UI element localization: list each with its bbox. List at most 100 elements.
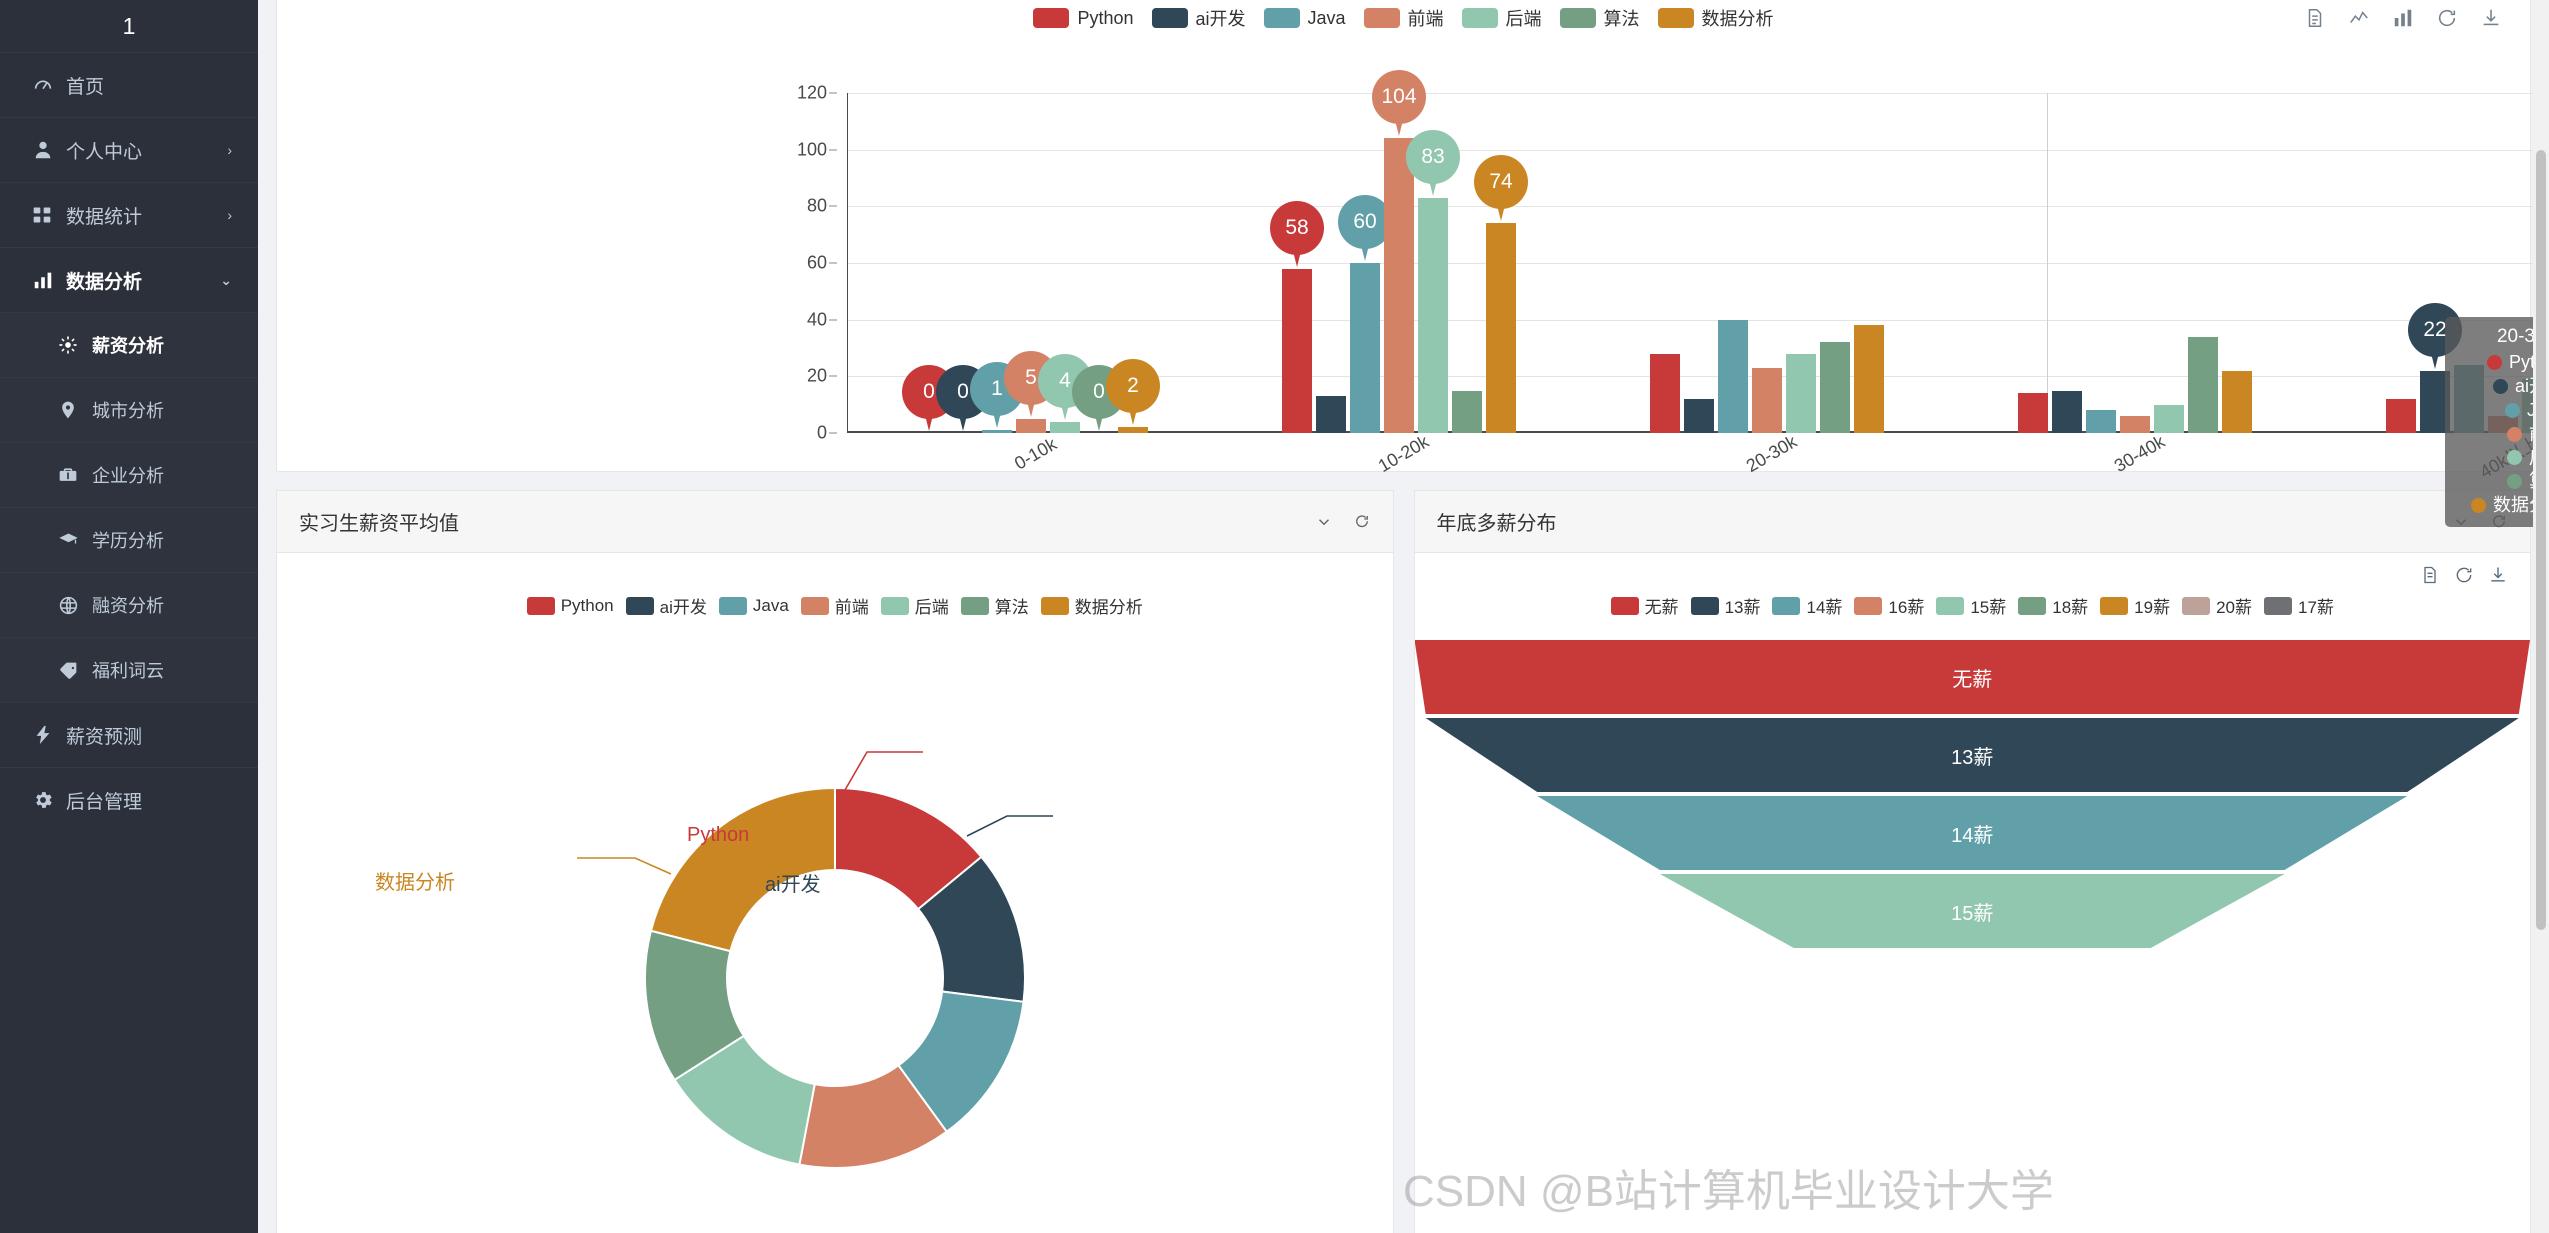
bar-算法[interactable] bbox=[1452, 390, 1482, 433]
legend-label: 后端 bbox=[1505, 9, 1542, 29]
bar-group[interactable] bbox=[1951, 93, 2319, 433]
legend-item-ai开发[interactable]: ai开发 bbox=[1151, 5, 1246, 31]
legend-item-Java[interactable]: Java bbox=[718, 596, 789, 616]
sidebar-item-profile[interactable]: 个人中心 › bbox=[0, 117, 258, 182]
legend-item-15薪[interactable]: 15薪 bbox=[1936, 593, 2006, 618]
data-view-icon[interactable] bbox=[2304, 7, 2326, 29]
sidebar-item-analysis[interactable]: 数据分析 ⌄ bbox=[0, 247, 258, 312]
legend-item-数据分析[interactable]: 数据分析 bbox=[1040, 593, 1143, 618]
legend-item-Java[interactable]: Java bbox=[1263, 8, 1346, 29]
legend-swatch-icon bbox=[1263, 8, 1300, 28]
legend-item-19薪[interactable]: 19薪 bbox=[2100, 593, 2170, 618]
bar-Java[interactable] bbox=[1718, 319, 1748, 433]
legend-swatch-icon bbox=[1657, 8, 1694, 28]
bar-数据分析[interactable]: 2 bbox=[1106, 359, 1160, 433]
panel-header: 年底多薪分布 bbox=[1414, 491, 2530, 553]
bar-后端[interactable]: 83 bbox=[1406, 129, 1460, 433]
data-view-icon[interactable] bbox=[2420, 565, 2440, 585]
legend-label: 算法 bbox=[994, 598, 1029, 617]
legend-swatch-icon bbox=[1461, 8, 1498, 28]
restore-icon[interactable] bbox=[2436, 7, 2458, 29]
bar-Python[interactable]: 58 bbox=[1270, 200, 1324, 433]
user-icon bbox=[32, 139, 66, 161]
tooltip-series-dot-icon bbox=[2504, 402, 2520, 418]
legend-item-17薪[interactable]: 17薪 bbox=[2264, 593, 2334, 618]
funnel-stage-无薪[interactable]: 无薪 bbox=[1414, 640, 2530, 714]
legend-swatch-icon bbox=[718, 596, 747, 615]
bar-ai开发[interactable] bbox=[2052, 390, 2082, 433]
legend-item-Python[interactable]: Python bbox=[1033, 8, 1134, 29]
funnel-stage-15薪[interactable]: 15薪 bbox=[1659, 874, 2285, 948]
legend-item-18薪[interactable]: 18薪 bbox=[2018, 593, 2088, 618]
legend-item-前端[interactable]: 前端 bbox=[800, 593, 869, 618]
refresh-icon[interactable] bbox=[1353, 513, 1371, 531]
page-scrollbar[interactable] bbox=[2533, 0, 2549, 1233]
bar-Java[interactable] bbox=[2086, 410, 2116, 433]
legend-item-算法[interactable]: 算法 bbox=[1559, 5, 1640, 31]
line-switch-icon[interactable] bbox=[2348, 7, 2370, 29]
legend-item-无薪[interactable]: 无薪 bbox=[1610, 593, 1679, 618]
donut-callout-ai: ai开发 bbox=[765, 874, 821, 896]
bar-group[interactable] bbox=[1583, 93, 1951, 433]
bar-Python[interactable] bbox=[2386, 399, 2416, 433]
bar-Java[interactable]: 60 bbox=[1338, 195, 1392, 433]
sidebar-item-statistics[interactable]: 数据统计 › bbox=[0, 182, 258, 247]
sidebar-item-admin[interactable]: 后台管理 bbox=[0, 767, 258, 832]
bar-前端[interactable] bbox=[2120, 416, 2150, 433]
legend-item-16薪[interactable]: 16薪 bbox=[1854, 593, 1924, 618]
bar-Java[interactable]: 1 bbox=[970, 362, 1024, 433]
sidebar-item-financing-analysis[interactable]: 融资分析 bbox=[0, 572, 258, 637]
legend-item-数据分析[interactable]: 数据分析 bbox=[1657, 5, 1774, 31]
scrollbar-thumb[interactable] bbox=[2536, 150, 2546, 930]
grid-icon bbox=[32, 205, 66, 225]
bar-数据分析[interactable] bbox=[2222, 370, 2252, 433]
sidebar-item-company-analysis[interactable]: 企业分析 bbox=[0, 442, 258, 507]
legend-item-后端[interactable]: 后端 bbox=[880, 593, 949, 618]
bar-前端[interactable]: 104 bbox=[1372, 70, 1426, 433]
bar-数据分析[interactable]: 74 bbox=[1474, 155, 1528, 433]
donut-callout-python: Python bbox=[687, 824, 750, 846]
sidebar-item-welfare-wordcloud[interactable]: 福利词云 bbox=[0, 637, 258, 702]
sidebar-item-city-analysis[interactable]: 城市分析 bbox=[0, 377, 258, 442]
legend-item-算法[interactable]: 算法 bbox=[960, 593, 1029, 618]
gridline bbox=[847, 263, 2549, 264]
sidebar-item-salary-prediction[interactable]: 薪资预测 bbox=[0, 702, 258, 767]
chevron-down-icon[interactable] bbox=[1315, 513, 1333, 531]
download-icon[interactable] bbox=[2488, 565, 2508, 585]
y-axis-tick-label: 20 bbox=[806, 365, 827, 386]
funnel-stage-13薪[interactable]: 13薪 bbox=[1425, 718, 2519, 792]
legend-item-Python[interactable]: Python bbox=[526, 596, 614, 616]
legend-item-13薪[interactable]: 13薪 bbox=[1690, 593, 1760, 618]
bar-后端[interactable] bbox=[2154, 404, 2184, 433]
bar-算法[interactable] bbox=[2188, 336, 2218, 433]
legend-item-20薪[interactable]: 20薪 bbox=[2182, 593, 2252, 618]
bar-groups: 0015402586010483742286 bbox=[847, 70, 2549, 433]
bar-后端[interactable] bbox=[1786, 353, 1816, 433]
funnel-stage-14薪[interactable]: 14薪 bbox=[1537, 796, 2408, 870]
legend-item-14薪[interactable]: 14薪 bbox=[1772, 593, 1842, 618]
legend-item-后端[interactable]: 后端 bbox=[1461, 5, 1542, 31]
sidebar-item-education-analysis[interactable]: 学历分析 bbox=[0, 507, 258, 572]
bar-ai开发[interactable] bbox=[1684, 399, 1714, 433]
bar-Python[interactable] bbox=[1650, 353, 1680, 433]
bar-数据分析[interactable] bbox=[1854, 325, 1884, 433]
donut-slice-数据分析[interactable] bbox=[649, 786, 836, 953]
sidebar-item-home[interactable]: 首页 bbox=[0, 52, 258, 117]
bar-switch-icon[interactable] bbox=[2392, 7, 2414, 29]
restore-icon[interactable] bbox=[2454, 565, 2474, 585]
location-pin-icon bbox=[58, 400, 92, 420]
bar-Python[interactable] bbox=[2018, 393, 2048, 433]
value-marker-pin: 74 bbox=[1474, 155, 1528, 223]
sidebar-item-salary-analysis[interactable]: 薪资分析 bbox=[0, 312, 258, 377]
bar-前端[interactable] bbox=[1752, 367, 1782, 433]
download-icon[interactable] bbox=[2480, 7, 2502, 29]
bar-group[interactable]: 58 60 104 83 74 bbox=[1215, 70, 1583, 433]
panel-body: 无薪 13薪 14薪 16薪 15薪 18薪 19薪 20薪 17薪 无薪 13薪 14薪 15薪 bbox=[1414, 553, 2530, 1233]
bar-ai开发[interactable] bbox=[1316, 396, 1346, 433]
bar-算法[interactable] bbox=[1820, 342, 1850, 433]
legend-item-ai开发[interactable]: ai开发 bbox=[625, 593, 707, 618]
y-axis-tick-label: 60 bbox=[806, 252, 827, 273]
legend-item-前端[interactable]: 前端 bbox=[1363, 5, 1444, 31]
